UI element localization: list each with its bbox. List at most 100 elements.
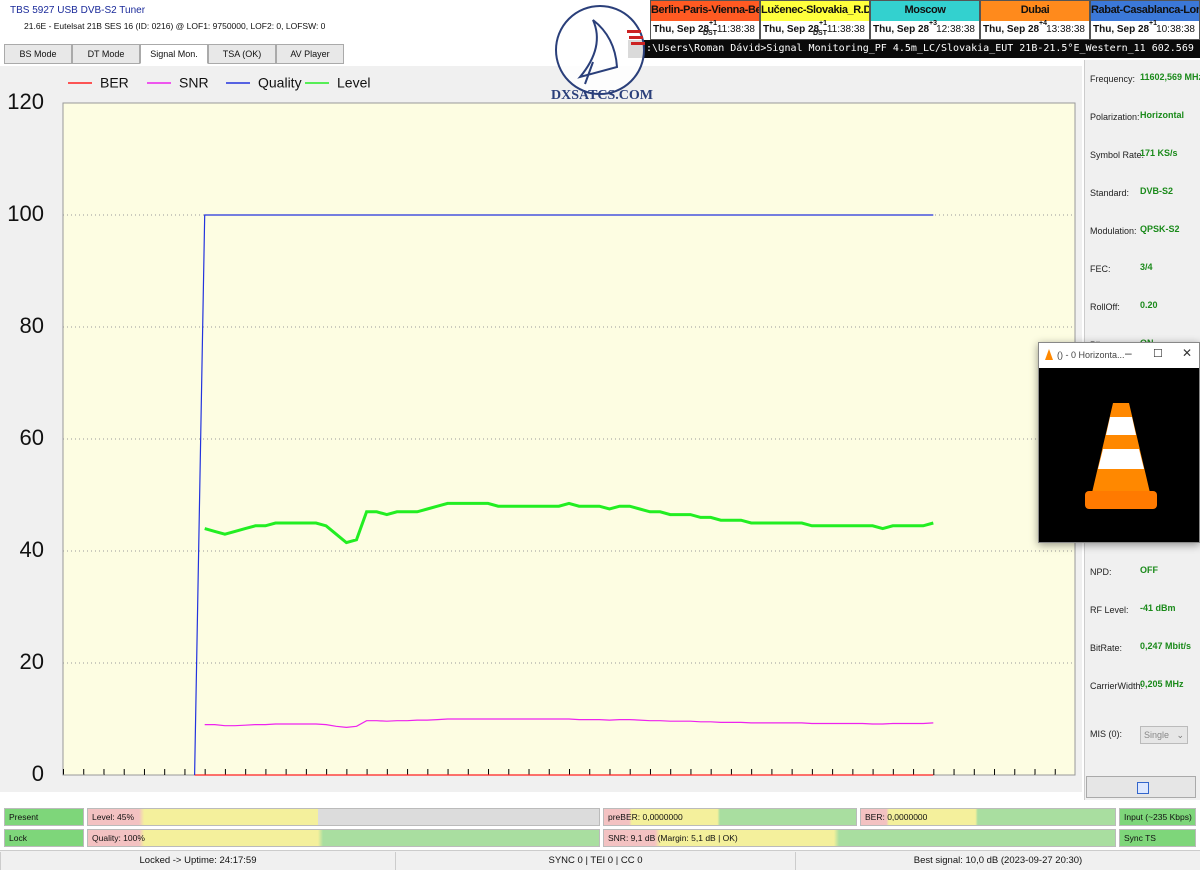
tab[interactable]: BS Mode: [4, 44, 72, 64]
clock-date: Thu, Sep 28: [653, 24, 710, 35]
info-label: Frequency:: [1090, 74, 1136, 84]
status-cell: SNR: 9,1 dB (Margin: 5,1 dB | OK): [603, 829, 1116, 847]
clock-date: Thu, Sep 28: [763, 24, 820, 35]
clock-name: Dubai: [981, 1, 1089, 21]
info-label: Polarization:: [1090, 112, 1140, 122]
y-tick-label: 100: [7, 201, 44, 226]
clock-offset: +1: [819, 20, 827, 27]
clock: Dubai Thu, Sep 28 +4 13:38:38: [980, 0, 1090, 40]
legend-label: SNR: [179, 75, 209, 91]
info-value: QPSK-S2: [1140, 224, 1180, 234]
clock-dst: DST: [813, 30, 827, 37]
y-tick-label: 0: [32, 761, 44, 786]
console-text: :\Users\Roman Dávid>Signal Monitoring_PF…: [646, 43, 1200, 54]
clock-date: Thu, Sep 28: [983, 24, 1040, 35]
clock: Rabat-Casablanca-LondonThu, Sep 28+110:3…: [1090, 0, 1200, 40]
clock-name: Moscow: [871, 1, 979, 21]
status-cell: Input (~235 Kbps): [1119, 808, 1196, 826]
info-label: FEC:: [1090, 264, 1111, 274]
status-cell: Present: [4, 808, 84, 826]
info-value: 171 KS/s: [1140, 148, 1178, 158]
vlc-cone: [1085, 403, 1157, 509]
vlc-title: () - 0 Horizonta...: [1057, 350, 1125, 360]
footer-bar: [0, 850, 1200, 870]
status-cell: Level: 45%: [87, 808, 600, 826]
vlc-window: () - 0 Horizonta... – ☐ ✕: [1038, 342, 1200, 543]
clock-time: 12:38:38: [936, 24, 975, 35]
legend-label: Quality: [258, 75, 302, 91]
series-line: [204, 718, 934, 729]
footer-text: Locked -> Uptime: 24:17:59: [0, 852, 395, 870]
clock-date: Thu, Sep 28: [873, 24, 930, 35]
legend-label: Level: [337, 75, 370, 91]
info-value: 0,205 MHz: [1140, 679, 1184, 689]
clock-dst: DST: [703, 30, 717, 37]
info-label: CarrierWidth:: [1090, 681, 1144, 691]
vlc-titlebar: () - 0 Horizonta... – ☐ ✕: [1039, 343, 1199, 368]
footer-text: SYNC 0 | TEI 0 | CC 0: [395, 852, 795, 870]
clock-row: Thu, Sep 28 +3 12:38:38: [871, 20, 979, 39]
y-tick-label: 40: [20, 537, 44, 562]
clock-row: Thu, Sep 28 +4 13:38:38: [981, 20, 1089, 39]
status-cell: BER: 0,0000000: [860, 808, 1116, 826]
info-label: RF Level:: [1090, 605, 1129, 615]
info-label: BitRate:: [1090, 643, 1123, 653]
clock: Berlin-Paris-Vienna-BelgradeThu, Sep 28+…: [650, 0, 760, 40]
y-tick-label: 20: [20, 649, 44, 674]
series-line: [204, 501, 934, 545]
clock-row: Thu, Sep 28 +1 10:38:38: [1091, 20, 1199, 39]
tab[interactable]: AV Player: [276, 44, 344, 64]
clock-name: Lučenec-Slovakia_R.Dávid: [761, 1, 869, 21]
y-tick-label: 80: [20, 313, 44, 338]
info-value: 11602,569 MHz: [1140, 72, 1200, 82]
info-label: RollOff:: [1090, 302, 1120, 312]
info-value: Horizontal: [1140, 110, 1184, 120]
x-axis-ticks: [63, 769, 1075, 775]
clock-name: Berlin-Paris-Vienna-Belgrade: [651, 1, 759, 21]
info-label: NPD:: [1090, 567, 1112, 577]
clock-name: Rabat-Casablanca-London: [1091, 1, 1199, 21]
vlc-close[interactable]: ✕: [1182, 346, 1193, 360]
clock-time: 13:38:38: [1046, 24, 1085, 35]
tab[interactable]: Signal Mon.: [140, 44, 208, 64]
series-line: [194, 214, 934, 776]
mis-value: Single: [1144, 730, 1170, 740]
info-value: 0,247 Mbit/s: [1140, 641, 1192, 651]
status-cell: preBER: 0,0000000: [603, 808, 857, 826]
status-cell: Lock: [4, 829, 84, 847]
clock-offset: +1: [709, 20, 717, 27]
tab[interactable]: DT Mode: [72, 44, 140, 64]
info-value: -41 dBm: [1140, 603, 1176, 613]
vlc-maximize[interactable]: ☐: [1153, 348, 1163, 360]
clock-time: 11:38:38: [716, 24, 755, 35]
clock-time: 10:38:38: [1156, 24, 1195, 35]
info-label: Symbol Rate:: [1090, 150, 1145, 160]
info-label: Standard:: [1090, 188, 1130, 198]
window-title: TBS 5927 USB DVB-S2 Tuner: [10, 5, 146, 16]
clock: Lučenec-Slovakia_R.Dávid Thu, Sep 28+1 DST…: [760, 0, 870, 40]
logo: DXSATCS.COM: [551, 5, 653, 103]
mis-select[interactable]: Single ⌄: [1140, 726, 1188, 744]
info-label: Modulation:: [1090, 226, 1137, 236]
clock-offset: +4: [1039, 20, 1047, 27]
clock-row: Thu, Sep 28 +1 DST 11:38:38: [651, 20, 759, 39]
info-value: 3/4: [1140, 262, 1153, 272]
legend-label: BER: [100, 75, 129, 91]
clock-date: Thu, Sep 28: [1093, 24, 1150, 35]
clock-time: 11:38:38: [826, 24, 865, 35]
logo-text: DXSATCS.COM: [551, 88, 653, 103]
info-value: DVB-S2: [1140, 186, 1174, 196]
clock-row: Thu, Sep 28 +1 DST 11:38:38: [761, 20, 869, 39]
panel-button[interactable]: [1086, 776, 1196, 798]
y-tick-label: 120: [7, 89, 44, 114]
clock-offset: +3: [929, 20, 937, 27]
y-tick-label: 60: [20, 425, 44, 450]
vlc-minimize[interactable]: –: [1125, 346, 1132, 360]
tab[interactable]: TSA (OK): [208, 44, 276, 64]
chart: 0 20 40 60 80 100 120 BER SNR Quality Level: [7, 75, 1076, 786]
info-value: OFF: [1140, 565, 1158, 575]
footer-text: Best signal: 10,0 dB (2023-09-27 20:30): [795, 852, 1200, 870]
info-value: 0.20: [1140, 300, 1158, 310]
console-line: :\Users\Roman Dávid>Signal Monitoring_PF…: [628, 40, 1200, 58]
status-cell: Quality: 100%: [87, 829, 600, 847]
